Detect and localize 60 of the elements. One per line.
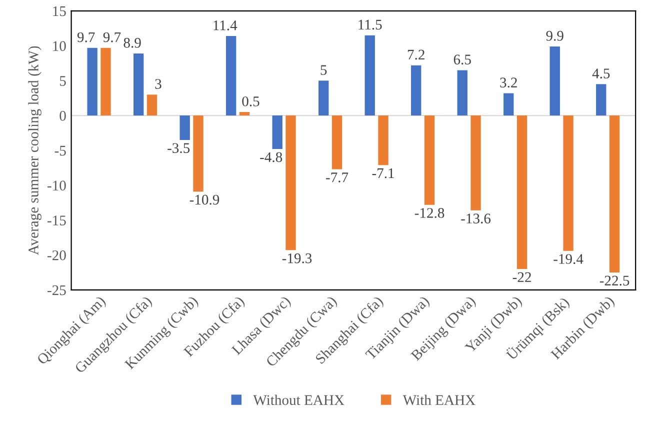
data-label: -19.4 xyxy=(554,254,584,264)
bar xyxy=(146,94,158,116)
y-tick-label: -25 xyxy=(48,285,66,296)
bar xyxy=(364,35,375,116)
bar xyxy=(87,48,98,116)
data-label: 11.4 xyxy=(214,20,238,30)
y-tick-label: 10 xyxy=(53,41,66,51)
data-label: -19.3 xyxy=(282,253,312,264)
data-label: -7.1 xyxy=(372,168,394,178)
data-label: -13.6 xyxy=(461,214,491,224)
bar xyxy=(378,116,388,166)
data-label: -10.9 xyxy=(190,194,220,205)
bar xyxy=(286,116,296,250)
y-tick-label: -20 xyxy=(48,250,66,260)
legend-label: With EAHX xyxy=(402,394,476,406)
bar xyxy=(239,112,250,116)
bar xyxy=(609,116,620,272)
bar xyxy=(424,116,435,205)
data-label: 11.5 xyxy=(358,20,382,30)
y-tick-label: -15 xyxy=(48,216,66,226)
data-label: 5 xyxy=(320,65,327,75)
y-axis-title: Average summer cooling load (kW) xyxy=(28,46,42,256)
bar xyxy=(516,116,528,270)
bar xyxy=(226,36,236,116)
bar xyxy=(332,116,342,170)
bar xyxy=(180,116,190,140)
bar xyxy=(504,93,514,116)
data-label: -4.8 xyxy=(260,152,282,162)
bar xyxy=(550,46,560,116)
bar xyxy=(596,84,606,116)
data-label: 4.5 xyxy=(592,68,610,78)
bar xyxy=(318,80,329,116)
bar xyxy=(457,70,468,116)
data-label: 9.7 xyxy=(77,32,95,42)
bar xyxy=(470,116,481,210)
y-tick-label: 15 xyxy=(53,6,66,16)
y-tick-label: -10 xyxy=(48,180,66,191)
y-tick-label: 5 xyxy=(60,76,66,86)
data-label: -3.5 xyxy=(168,143,190,154)
legend-label: Without EAHX xyxy=(253,394,344,406)
data-label: 6.5 xyxy=(454,54,471,65)
bar xyxy=(563,116,574,251)
data-label: -22 xyxy=(512,272,531,282)
data-label: 9.9 xyxy=(546,30,564,41)
data-label: 8.9 xyxy=(124,38,141,48)
bar xyxy=(133,53,144,116)
data-label: 3 xyxy=(155,79,162,89)
data-label: 9.7 xyxy=(103,32,121,42)
data-label: 3.2 xyxy=(500,78,517,88)
bar xyxy=(411,65,422,116)
data-label: 7.2 xyxy=(408,50,424,60)
y-tick-label: 0 xyxy=(60,110,66,121)
data-label: -12.8 xyxy=(414,208,444,218)
data-label: 0.5 xyxy=(242,96,260,106)
y-tick-label: -5 xyxy=(54,146,66,156)
bar xyxy=(272,116,282,150)
data-label: -22.5 xyxy=(600,276,630,286)
bar xyxy=(193,116,204,192)
bar xyxy=(100,48,111,116)
data-label: -7.7 xyxy=(326,172,348,182)
